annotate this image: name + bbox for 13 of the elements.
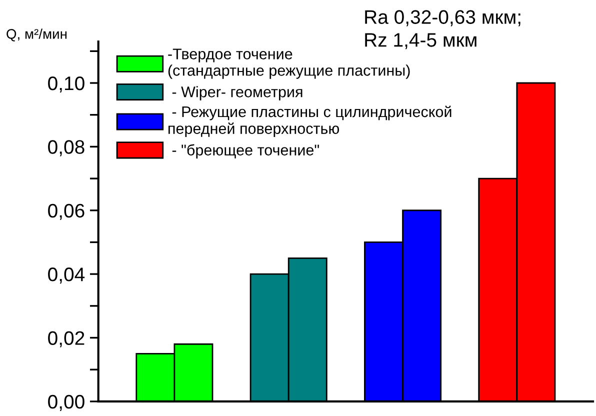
y-tick-label: 0,04 <box>48 268 85 284</box>
legend-label: - Режущие пластины с цилиндрической передней поверхностью <box>168 106 452 137</box>
text: Ra 0,32-0,63 мкм; <box>365 10 520 26</box>
y-tick-label: 0,06 <box>48 204 84 220</box>
legend-label: -Твердое точение (стандартные режущие пластины) <box>168 48 410 79</box>
legend-label: - "бреющее точение" <box>172 144 319 158</box>
legend-label: - Wiper- геометрия <box>172 86 302 100</box>
annotation: Rz 1,4-5 мкм <box>365 33 476 50</box>
y-axis-title: Q, м²/мин <box>6 28 67 42</box>
y-tick-label: 0,00 <box>48 394 84 411</box>
y-tick-label: 0,10 <box>48 76 84 93</box>
y-tick-label: 0,08 <box>48 140 84 156</box>
y-tick-label: 0,02 <box>48 331 84 348</box>
